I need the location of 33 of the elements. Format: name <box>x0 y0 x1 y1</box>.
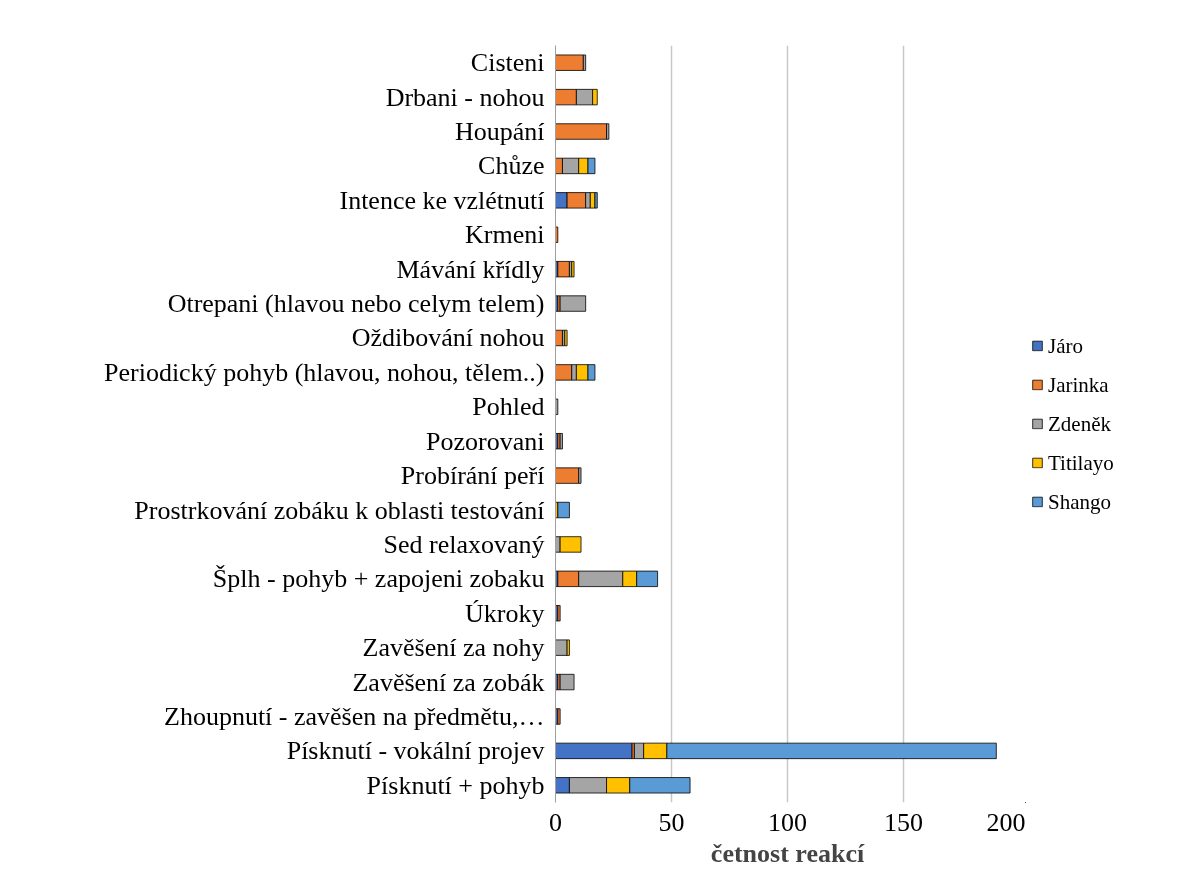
legend-label: Jarinka <box>1048 372 1109 397</box>
x-tick-label: 50 <box>658 807 685 837</box>
x-tick-label: 100 <box>768 807 807 837</box>
y-tick-label: Písknutí + pohyb <box>366 770 545 800</box>
y-tick-label: Pozorovani <box>426 426 545 456</box>
y-tick-label: Zavěšení za zobák <box>352 667 545 697</box>
x-tick-label: 150 <box>884 807 923 837</box>
y-tick-label: Pohled <box>472 392 545 422</box>
y-tick-label: Šplh - pohyb + zapojeni zobaku <box>212 564 545 594</box>
y-tick-label: Otrepani (hlavou nebo celym telem) <box>167 289 545 319</box>
y-tick-label: Zhoupnutí - zavěšen na předmětu,… <box>164 701 545 731</box>
legend-label: Titilayo <box>1048 450 1114 475</box>
y-tick-label: Probírání peří <box>400 461 545 491</box>
y-tick-label: Úkroky <box>465 598 545 628</box>
x-tick-label: 200 <box>986 807 1026 837</box>
x-tick-label: 0 <box>549 807 562 837</box>
legend-label: Zdeněk <box>1048 411 1111 436</box>
y-tick-label: Oždibování nohou <box>351 323 545 353</box>
y-tick-label: Intence ke vzlétnutí <box>339 185 545 215</box>
y-tick-label: Chůze <box>478 151 545 181</box>
legend-label: Járo <box>1048 333 1083 358</box>
y-tick-label: Sed relaxovaný <box>383 529 545 559</box>
y-tick-label: Písknutí - vokální projev <box>286 736 545 766</box>
y-tick-label: Periodický pohyb (hlavou, nohou, tělem..) <box>104 357 545 387</box>
y-tick-label: Krmeni <box>465 220 545 250</box>
legend-label: Shango <box>1048 489 1111 514</box>
y-tick-label: Prostrkování zobáku k oblasti testování <box>134 495 545 525</box>
x-axis-title: četnost reakcí <box>710 838 865 868</box>
y-tick-label: Cisteni <box>470 48 545 78</box>
y-tick-label: Drbani - nohou <box>385 82 545 112</box>
y-tick-label: Mávání křídly <box>396 254 545 284</box>
y-tick-label: Zavěšení za nohy <box>362 633 545 663</box>
y-tick-label: Houpání <box>454 117 545 147</box>
